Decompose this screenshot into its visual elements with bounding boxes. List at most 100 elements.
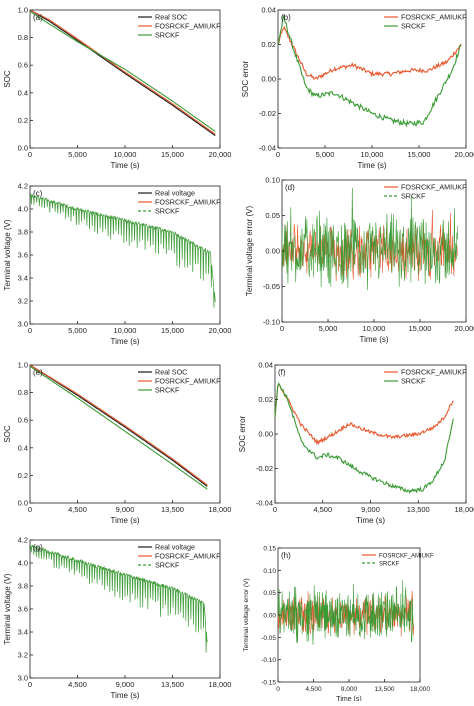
y-tick-label: -0.05 xyxy=(263,282,280,291)
chart-panel-b: 0 5,000 10,000 15,000 20,000 -0.04 -0.02 0.00 0.… xyxy=(241,6,474,171)
series-line-1 xyxy=(277,580,414,645)
series-line-1 xyxy=(281,187,459,291)
y-tick-label: 0.2 xyxy=(18,471,28,480)
series-group xyxy=(29,364,208,490)
x-axis-label: Time (s) xyxy=(110,337,139,346)
y-tick-label: 0.8 xyxy=(18,388,28,397)
legend-label: Real SOC xyxy=(155,368,187,377)
y-tick-label: 0.6 xyxy=(18,61,28,70)
x-tick-label: 9,000 xyxy=(341,686,358,693)
x-tick-label: 10,000 xyxy=(114,326,137,335)
y-tick-label: 3.6 xyxy=(18,605,28,614)
legend-label: FOSRCKF_AMIUKF xyxy=(155,22,221,31)
y-tick-label: 4.2 xyxy=(18,182,28,191)
legend-label: SRCKF xyxy=(155,207,180,216)
panel-label: (f) xyxy=(278,368,286,377)
series-group xyxy=(277,15,462,128)
y-tick-label: -0.05 xyxy=(261,635,276,642)
y-tick-label: 0.04 xyxy=(258,361,273,370)
legend-label: FOSRCKF_AMIUKF xyxy=(379,554,434,560)
x-tick-label: 5,000 xyxy=(316,150,335,159)
x-tick-label: 5,000 xyxy=(319,324,338,333)
x-tick-label: 13,500 xyxy=(161,680,184,689)
series-line-2 xyxy=(29,193,216,308)
panel-label: (g) xyxy=(33,543,43,552)
legend-label: SRCKF xyxy=(401,377,426,386)
y-axis-label: Terminal voltage error (V) xyxy=(243,578,250,651)
y-tick-label: 0.00 xyxy=(258,430,273,439)
y-tick-label: 0.6 xyxy=(18,416,28,425)
y-tick-label: -0.15 xyxy=(261,680,276,687)
series-line-0 xyxy=(29,9,216,137)
x-tick-label: 4,500 xyxy=(305,686,322,693)
y-tick-label: -0.04 xyxy=(256,499,273,508)
y-tick-label: 0.00 xyxy=(265,247,280,256)
legend-label: FOSRCKF_AMIUKF xyxy=(401,368,467,377)
y-tick-label: -0.10 xyxy=(261,657,276,664)
x-tick-label: 15,000 xyxy=(161,326,184,335)
x-tick-label: 20,000 xyxy=(209,326,232,335)
plot-frame xyxy=(29,9,221,149)
series-line-2 xyxy=(29,365,208,490)
series-group xyxy=(274,382,454,495)
x-tick-label: 13,500 xyxy=(161,505,184,514)
legend-label: SRCKF xyxy=(155,561,180,570)
legend-label: FOSRCKF_AMIUKF xyxy=(155,552,221,561)
y-tick-label: 3.0 xyxy=(18,674,28,683)
x-axis-label: Time (s) xyxy=(359,335,388,344)
y-tick-label: 3.8 xyxy=(18,582,28,591)
y-tick-label: -0.04 xyxy=(259,144,276,153)
x-axis-label: Time (s) xyxy=(110,691,139,700)
legend-label: SRCKF xyxy=(379,562,400,568)
legend-label: FOSRCKF_AMIUKF xyxy=(155,198,221,207)
y-axis-label: SOC error xyxy=(241,60,250,97)
x-tick-label: 9,000 xyxy=(361,505,380,514)
chart-panel-c: 0 5,000 10,000 15,000 20,000 3.0 3.2 3.4 3.6 3.8 4… xyxy=(3,182,231,347)
y-axis-label: SOC xyxy=(3,425,12,443)
x-tick-label: 20,000 xyxy=(455,324,474,333)
legend-label: FOSRCKF_AMIUKF xyxy=(401,183,467,192)
x-tick-label: 13,500 xyxy=(375,686,395,693)
panel-label: (a) xyxy=(33,13,43,22)
y-tick-label: 0.04 xyxy=(261,6,276,15)
legend-label: Real voltage xyxy=(155,189,195,198)
x-axis-label: Time (s) xyxy=(110,516,139,525)
y-tick-label: 4.2 xyxy=(18,536,28,545)
x-tick-label: 18,000 xyxy=(410,686,430,693)
series-group xyxy=(29,9,216,137)
y-tick-label: 0.00 xyxy=(263,613,276,620)
y-tick-label: -0.10 xyxy=(263,318,280,327)
y-tick-label: 0.2 xyxy=(18,116,28,125)
y-tick-label: 0.4 xyxy=(18,88,28,97)
series-group xyxy=(281,187,459,291)
chart-panel-g: 0 4,500 9,000 13,500 18,000 3.0 3.2 3.4 3.6 3.8 4.… xyxy=(3,536,231,701)
y-tick-label: 1.0 xyxy=(18,6,28,15)
legend: FOSRCKF_AMIUKF SRCKF xyxy=(362,554,434,568)
plot-frame xyxy=(277,9,467,149)
x-tick-label: 4,500 xyxy=(68,505,87,514)
y-axis-label: SOC error xyxy=(238,415,247,452)
x-tick-label: 0 xyxy=(28,326,32,335)
x-tick-label: 15,000 xyxy=(409,324,432,333)
x-axis-label: Time (s) xyxy=(110,161,139,170)
series-line-0 xyxy=(274,384,454,446)
y-tick-label: 3.4 xyxy=(18,628,28,637)
y-tick-label: 0.05 xyxy=(265,211,280,220)
chart-panel-a: 0 5,000 10,000 15,000 20,000 0.0 0.2 0.4 0.6 0.8 1… xyxy=(3,6,231,171)
panel-label: (e) xyxy=(33,368,43,377)
chart-panel-f: 0 4,500 9,000 13,500 18,000 -0.04 -0.02 0.00 0.0… xyxy=(238,361,474,526)
chart-panel-e: 0 4,500 9,000 13,500 18,000 0.0 0.2 0.4 0.6 0.8 1.… xyxy=(3,361,231,526)
x-tick-label: 10,000 xyxy=(114,150,137,159)
y-tick-label: 3.8 xyxy=(18,228,28,237)
x-axis-label: Time (s) xyxy=(357,161,386,170)
x-axis-label: Time (s) xyxy=(356,516,385,525)
series-group xyxy=(277,580,414,645)
x-tick-label: 9,000 xyxy=(116,505,135,514)
x-tick-label: 10,000 xyxy=(361,150,384,159)
legend-label: SRCKF xyxy=(155,386,180,395)
